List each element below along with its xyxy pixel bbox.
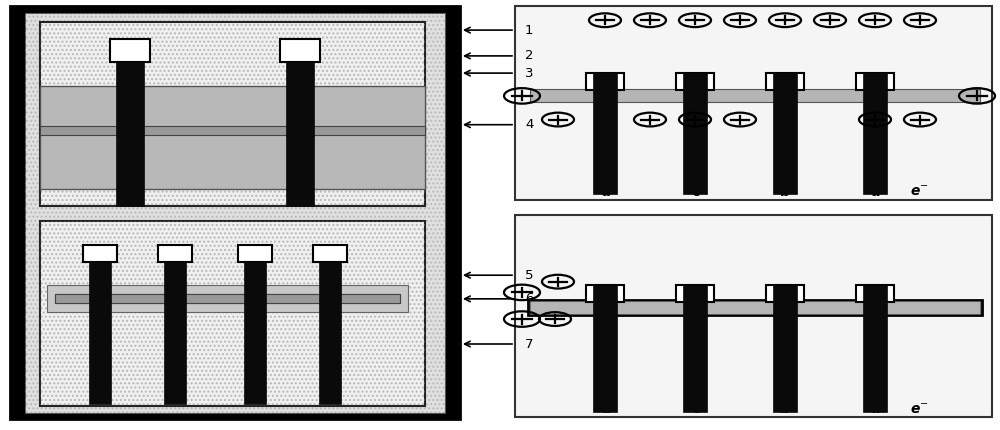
Text: d: d <box>600 402 610 416</box>
Bar <box>40 221 425 406</box>
Bar <box>593 285 617 412</box>
Text: e$^{-}$: e$^{-}$ <box>910 402 929 416</box>
Bar <box>530 89 980 102</box>
Text: e$^{-}$: e$^{-}$ <box>910 184 929 199</box>
Text: a: a <box>870 184 880 199</box>
Bar <box>766 285 804 302</box>
Bar <box>676 73 714 90</box>
Text: c: c <box>691 402 699 416</box>
Text: 5: 5 <box>525 269 534 282</box>
Bar <box>863 285 887 412</box>
Bar <box>856 73 894 90</box>
Bar <box>280 39 320 62</box>
Text: c: c <box>691 184 699 199</box>
Text: 2: 2 <box>525 49 534 62</box>
Bar <box>515 6 992 200</box>
Bar <box>286 62 314 206</box>
Bar <box>683 73 707 194</box>
Bar <box>773 285 797 412</box>
Text: b: b <box>780 402 790 416</box>
Text: 6: 6 <box>525 292 533 305</box>
Bar <box>40 22 425 206</box>
Bar <box>515 215 992 417</box>
Bar <box>863 73 887 194</box>
Bar <box>40 221 425 406</box>
Bar <box>89 262 111 404</box>
Bar <box>530 301 980 314</box>
Bar <box>586 73 624 90</box>
Bar <box>110 39 150 62</box>
Bar <box>244 262 266 404</box>
Bar <box>40 22 425 206</box>
Bar <box>55 294 400 303</box>
Bar <box>238 245 272 262</box>
Text: d: d <box>600 184 610 199</box>
Text: 4: 4 <box>525 118 533 131</box>
Bar <box>313 245 347 262</box>
Bar <box>10 6 460 419</box>
Bar <box>116 62 144 206</box>
Text: 3: 3 <box>525 67 534 80</box>
Bar <box>40 86 425 189</box>
Text: b: b <box>780 184 790 199</box>
Bar <box>586 285 624 302</box>
Text: a: a <box>870 402 880 416</box>
Bar <box>766 73 804 90</box>
Bar <box>83 245 117 262</box>
Bar <box>47 285 408 312</box>
Bar <box>319 262 341 404</box>
Bar <box>40 126 425 135</box>
Bar <box>676 285 714 302</box>
Bar <box>25 13 445 413</box>
Bar <box>25 13 445 413</box>
Bar <box>856 285 894 302</box>
Bar <box>773 73 797 194</box>
Bar <box>55 294 400 303</box>
Bar <box>528 300 982 315</box>
Text: 1: 1 <box>525 24 534 37</box>
Bar <box>164 262 186 404</box>
Bar <box>683 285 707 412</box>
Text: 7: 7 <box>525 338 534 350</box>
Bar <box>593 73 617 194</box>
Bar <box>158 245 192 262</box>
